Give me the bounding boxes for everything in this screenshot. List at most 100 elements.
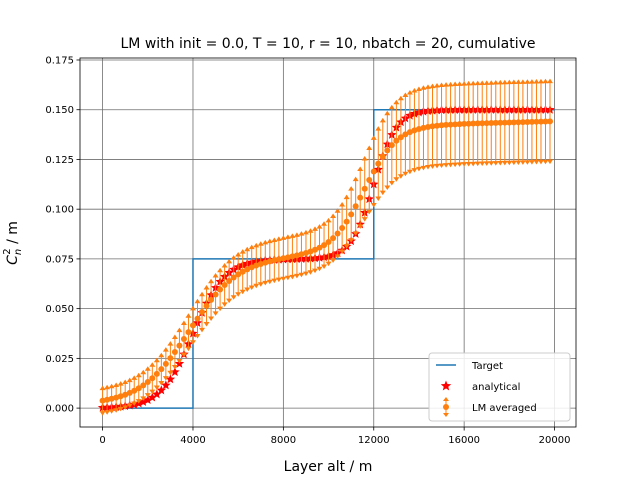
lm-point: [275, 256, 282, 263]
lm-errorbar-cap-bottom: [547, 159, 554, 165]
lm-errorbar-cap-bottom: [330, 258, 337, 263]
x-tick-label: 20000: [539, 435, 571, 446]
lm-point: [420, 124, 427, 131]
lm-point: [212, 291, 219, 298]
lm-point: [352, 203, 359, 210]
lm-errorbar-cap-top: [266, 238, 273, 244]
lm-errorbar-cap-bottom: [217, 306, 224, 312]
lm-errorbar-cap-top: [298, 231, 305, 236]
lm-errorbar-cap-top: [135, 372, 142, 378]
analytical-point: [156, 385, 167, 395]
lm-errorbar-cap-bottom: [528, 160, 535, 165]
lm-point: [533, 118, 540, 125]
lm-point: [515, 119, 522, 126]
lm-errorbar-cap-bottom: [519, 160, 526, 165]
lm-errorbar-cap-bottom: [307, 270, 314, 275]
lm-point: [217, 286, 224, 293]
lm-errorbar-cap-top: [533, 78, 540, 84]
lm-point: [497, 119, 504, 126]
x-tick-label: 16000: [448, 435, 480, 446]
lm-point: [519, 119, 526, 126]
lm-errorbar-cap-bottom: [366, 209, 373, 215]
analytical-point: [143, 395, 153, 405]
lm-errorbar-cap-bottom: [488, 161, 495, 166]
lm-errorbar-cap-bottom: [194, 333, 201, 339]
lm-errorbar-cap-top: [420, 85, 427, 90]
lm-errorbar-cap-bottom: [289, 274, 296, 280]
lm-errorbar-cap-top: [253, 242, 260, 248]
lm-errorbar-cap-top: [140, 369, 147, 375]
lm-point: [266, 258, 273, 265]
lm-errorbar-cap-bottom: [434, 163, 441, 169]
lm-errorbar-cap-top: [307, 228, 314, 233]
lm-point: [293, 252, 300, 259]
y-tick-label: 0.000: [45, 404, 74, 415]
lm-errorbar-cap-bottom: [411, 168, 418, 173]
y-tick-label: 0.175: [45, 55, 74, 66]
lm-errorbar-cap-bottom: [266, 279, 273, 285]
y-tick-label: 0.125: [45, 155, 74, 166]
lm-errorbar-cap-top: [117, 381, 124, 386]
lm-errorbar-cap-top: [406, 90, 413, 95]
lm-errorbar-cap-bottom: [533, 160, 540, 165]
lm-point: [117, 393, 124, 400]
lm-errorbar-cap-top: [257, 241, 264, 246]
lm-errorbar-cap-top: [122, 379, 129, 385]
lm-errorbar-cap-top: [547, 78, 554, 84]
lm-errorbar-cap-top: [515, 79, 522, 84]
lm-errorbar-cap-top: [438, 82, 445, 88]
lm-errorbar-cap-bottom: [149, 389, 156, 395]
y-tick-label: 0.100: [45, 205, 74, 216]
lm-errorbar-cap-top: [271, 237, 278, 242]
lm-errorbar-cap-top: [321, 221, 328, 226]
lm-errorbar-cap-top: [284, 234, 291, 239]
lm-point: [208, 296, 215, 303]
lm-errorbar-cap-bottom: [275, 277, 282, 283]
lm-point: [366, 176, 373, 183]
lm-errorbar-cap-top: [483, 80, 490, 85]
lm-errorbar-cap-top: [461, 81, 468, 86]
lm-point: [547, 118, 554, 125]
lm-errorbar-cap-bottom: [199, 327, 206, 333]
lm-errorbar-cap-bottom: [108, 409, 115, 414]
lm-errorbar-cap-bottom: [212, 311, 219, 316]
lm-point: [339, 225, 346, 232]
lm-errorbar-cap-bottom: [479, 161, 486, 167]
lm-errorbar-cap-top: [208, 278, 215, 284]
lm-point: [388, 142, 395, 149]
y-axis-label-superscript: 2: [2, 248, 13, 254]
lm-point: [334, 230, 341, 237]
lm-point: [167, 355, 174, 362]
legend-box: [428, 352, 571, 422]
lm-point: [443, 121, 450, 128]
lm-errorbar-cap-bottom: [244, 287, 251, 292]
lm-point: [402, 131, 409, 138]
lm-point: [144, 378, 151, 385]
lm-errorbar-cap-bottom: [293, 273, 300, 279]
lm-errorbar-cap-top: [226, 258, 233, 264]
lm-errorbar-cap-top: [424, 84, 431, 89]
y-tick-label: 0.050: [45, 304, 74, 315]
lm-point: [104, 396, 111, 403]
lm-point: [506, 119, 513, 126]
lm-errorbar-cap-bottom: [424, 165, 431, 170]
legend-lm-label: LM averaged: [472, 403, 537, 414]
lm-errorbar-cap-top: [379, 117, 386, 123]
lm-errorbar-cap-bottom: [262, 280, 269, 286]
legend-lm-cap-top: [443, 397, 449, 401]
legend-target-label: Target: [471, 361, 503, 372]
lm-point: [321, 242, 328, 249]
lm-point: [474, 120, 481, 127]
x-axis-label: Layer alt / m: [284, 459, 373, 475]
lm-errorbar-cap-bottom: [208, 316, 215, 322]
lm-point: [289, 253, 296, 260]
lm-point: [271, 257, 278, 264]
lm-point: [253, 262, 260, 269]
lm-errorbar-cap-top: [289, 233, 296, 238]
lm-errorbar-cap-top: [153, 357, 160, 363]
lm-errorbar-cap-bottom: [510, 160, 517, 166]
lm-errorbar-cap-top: [162, 347, 169, 352]
lm-errorbar-cap-bottom: [452, 162, 459, 168]
lm-errorbar-cap-bottom: [501, 160, 508, 166]
